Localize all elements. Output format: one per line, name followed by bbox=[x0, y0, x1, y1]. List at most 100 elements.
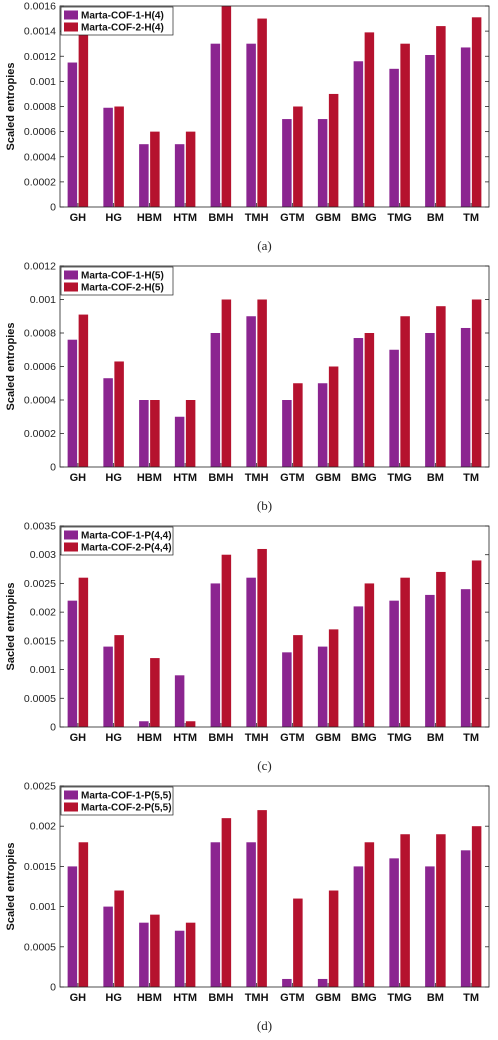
bar-1-htm bbox=[174, 675, 185, 727]
y-tick-label: 0.0002 bbox=[24, 176, 56, 188]
y-tick-label: 0.0015 bbox=[24, 635, 56, 647]
x-tick-label: HG bbox=[105, 212, 122, 224]
chart-panel-b: 0 0.0002 0.0004 0.0006 0.0008 0.001 0.0012 GH HG… bbox=[5, 261, 490, 513]
y-tick-label: 0.0006 bbox=[24, 361, 56, 373]
legend-swatch bbox=[64, 282, 78, 292]
y-tick-label: 0 bbox=[50, 982, 56, 994]
x-tick-label: BMG bbox=[351, 472, 377, 484]
bar-1-hg bbox=[103, 378, 113, 467]
bar-1-gtm bbox=[282, 400, 292, 467]
y-tick-label: 0.0002 bbox=[24, 428, 56, 440]
y-axis-label: Scaled entropies bbox=[5, 62, 17, 150]
x-tick-label: HBM bbox=[137, 212, 162, 224]
y-tick-label: 0.0005 bbox=[24, 941, 56, 953]
bar-2-gh bbox=[78, 842, 89, 987]
bar-2-bmh bbox=[221, 6, 232, 207]
bar-1-bmg bbox=[353, 61, 364, 208]
panel-caption: (c) bbox=[257, 758, 271, 773]
bar-2-tmh bbox=[257, 18, 267, 207]
legend-box bbox=[60, 526, 174, 556]
bar-1-gbm bbox=[317, 978, 328, 987]
bar-2-gbm bbox=[328, 890, 339, 987]
bar-2-hg bbox=[114, 635, 124, 727]
x-tick-label: GTM bbox=[280, 732, 304, 744]
x-tick-label: GBM bbox=[315, 992, 341, 1004]
y-tick-label: 0.0004 bbox=[24, 151, 56, 163]
bar-1-bmh bbox=[210, 43, 221, 207]
y-axis-label: Sacled entropies bbox=[5, 582, 17, 670]
x-tick-label: HTM bbox=[173, 732, 197, 744]
bar-1-tmh bbox=[246, 316, 256, 467]
x-tick-label: TM bbox=[463, 732, 479, 744]
bar-2-tmg bbox=[400, 834, 410, 987]
legend-swatch bbox=[64, 790, 78, 800]
bar-1-htm bbox=[174, 930, 185, 987]
bar-2-bmg bbox=[364, 842, 375, 987]
bar-2-gbm bbox=[328, 629, 339, 727]
bar-1-gh bbox=[67, 62, 78, 207]
bar-1-hbm bbox=[139, 721, 149, 727]
bar-1-bm bbox=[425, 866, 435, 987]
bar-1-bmh bbox=[210, 333, 221, 467]
y-tick-label: 0.002 bbox=[30, 821, 56, 833]
x-tick-label: HG bbox=[105, 992, 122, 1004]
bar-2-gbm bbox=[328, 93, 339, 207]
plot-frame bbox=[59, 5, 490, 208]
bar-1-tmg bbox=[389, 600, 399, 727]
bar-2-tmh bbox=[257, 548, 267, 727]
y-tick-label: 0.0012 bbox=[24, 261, 56, 273]
bar-1-gh bbox=[67, 600, 78, 727]
y-tick-label: 0.0008 bbox=[24, 101, 56, 113]
x-tick-label: BM bbox=[427, 472, 444, 484]
legend-swatch bbox=[64, 10, 78, 20]
bar-2-tmh bbox=[257, 299, 267, 467]
bar-1-hbm bbox=[139, 144, 149, 207]
bar-1-hbm bbox=[139, 922, 149, 987]
y-tick-label: 0.0005 bbox=[24, 693, 56, 705]
bar-2-gtm bbox=[293, 635, 303, 727]
y-tick-label: 0 bbox=[50, 722, 56, 734]
y-tick-label: 0 bbox=[50, 202, 56, 214]
bar-1-bmg bbox=[353, 606, 364, 727]
bar-1-tmg bbox=[389, 858, 399, 987]
y-tick-label: 0.0014 bbox=[24, 26, 56, 38]
bar-1-gtm bbox=[282, 978, 292, 987]
y-tick-label: 0.0006 bbox=[24, 126, 56, 138]
bar-2-htm bbox=[185, 400, 196, 467]
bar-1-tm bbox=[460, 589, 471, 727]
y-tick-label: 0.0012 bbox=[24, 51, 56, 63]
legend-box bbox=[60, 6, 174, 36]
legend-label: Marta-COF-2-P(4,4) bbox=[81, 543, 172, 554]
bar-1-htm bbox=[174, 144, 185, 207]
legend-label: Marta-COF-2-H(4) bbox=[81, 23, 164, 34]
bar-2-hbm bbox=[150, 131, 160, 207]
legend-swatch bbox=[64, 802, 78, 812]
legend-label: Marta-COF-1-P(4,4) bbox=[81, 531, 172, 542]
x-tick-label: BM bbox=[427, 992, 444, 1004]
bar-1-gbm bbox=[317, 383, 328, 467]
bar-2-bmh bbox=[221, 299, 232, 467]
x-tick-label: HG bbox=[105, 732, 122, 744]
bar-2-bmg bbox=[364, 583, 375, 727]
x-tick-label: HBM bbox=[137, 472, 162, 484]
legend-label: Marta-COF-1-H(4) bbox=[81, 11, 164, 22]
bar-2-gh bbox=[78, 314, 89, 467]
bar-2-tm bbox=[471, 17, 482, 208]
bar-2-tm bbox=[471, 299, 482, 467]
bar-2-tmg bbox=[400, 577, 410, 727]
plot-frame bbox=[59, 785, 490, 988]
bar-2-bmh bbox=[221, 818, 232, 987]
bar-1-hg bbox=[103, 646, 113, 727]
x-tick-label: TM bbox=[463, 212, 479, 224]
bar-1-bmg bbox=[353, 866, 364, 987]
bar-1-gtm bbox=[282, 652, 292, 727]
bar-2-htm bbox=[185, 721, 196, 727]
x-tick-label: BMH bbox=[208, 212, 233, 224]
bar-1-bm bbox=[425, 594, 435, 727]
bar-2-tmg bbox=[400, 316, 410, 467]
bar-1-tm bbox=[460, 327, 471, 467]
y-tick-label: 0.0015 bbox=[24, 861, 56, 873]
bar-1-tmh bbox=[246, 577, 256, 727]
y-tick-label: 0.0008 bbox=[24, 328, 56, 340]
plot-frame bbox=[59, 265, 490, 468]
